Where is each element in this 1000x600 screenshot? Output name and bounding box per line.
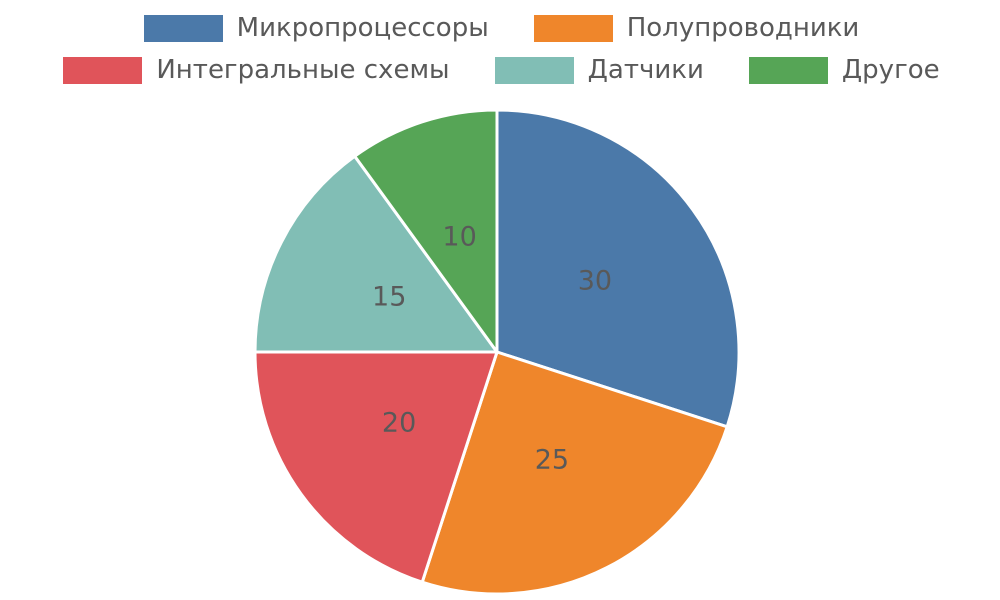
legend-item: Полупроводники	[530, 11, 860, 45]
pie-legend: Микропроцессоры Полупроводники Интегральны…	[0, 11, 1000, 87]
legend-item: Микропроцессоры	[140, 11, 489, 45]
legend-swatch	[140, 11, 226, 45]
pie-wedge-Датчики	[253, 154, 499, 354]
pie-value-label: 20	[382, 408, 416, 439]
pie-value-label: 30	[578, 265, 612, 296]
pie-value-label: 15	[372, 282, 406, 313]
legend-label: Другое	[841, 55, 940, 85]
legend-label: Датчики	[587, 55, 704, 85]
pie-wedge-Интегральные схемы	[253, 350, 499, 584]
pie-value-label: 10	[442, 221, 476, 252]
legend-row-2: Интегральные схемы Датчики Другое	[60, 53, 940, 87]
legend-swatch	[530, 11, 616, 45]
legend-label: Микропроцессоры	[236, 13, 489, 43]
pie-wedge-Микропроцессоры	[495, 108, 741, 429]
legend-item: Интегральные схемы	[60, 53, 450, 87]
legend-row-1: Микропроцессоры Полупроводники	[140, 11, 860, 45]
legend-swatch	[60, 53, 146, 87]
legend-item: Датчики	[491, 53, 704, 87]
pie-wedge-Полупроводники	[420, 350, 729, 596]
pie-value-label: 25	[535, 444, 569, 475]
pie-wedge-Другое	[353, 108, 499, 354]
legend-label: Интегральные схемы	[156, 55, 450, 85]
legend-label: Полупроводники	[626, 13, 860, 43]
legend-item: Другое	[745, 53, 940, 87]
legend-swatch	[491, 53, 577, 87]
legend-swatch	[745, 53, 831, 87]
